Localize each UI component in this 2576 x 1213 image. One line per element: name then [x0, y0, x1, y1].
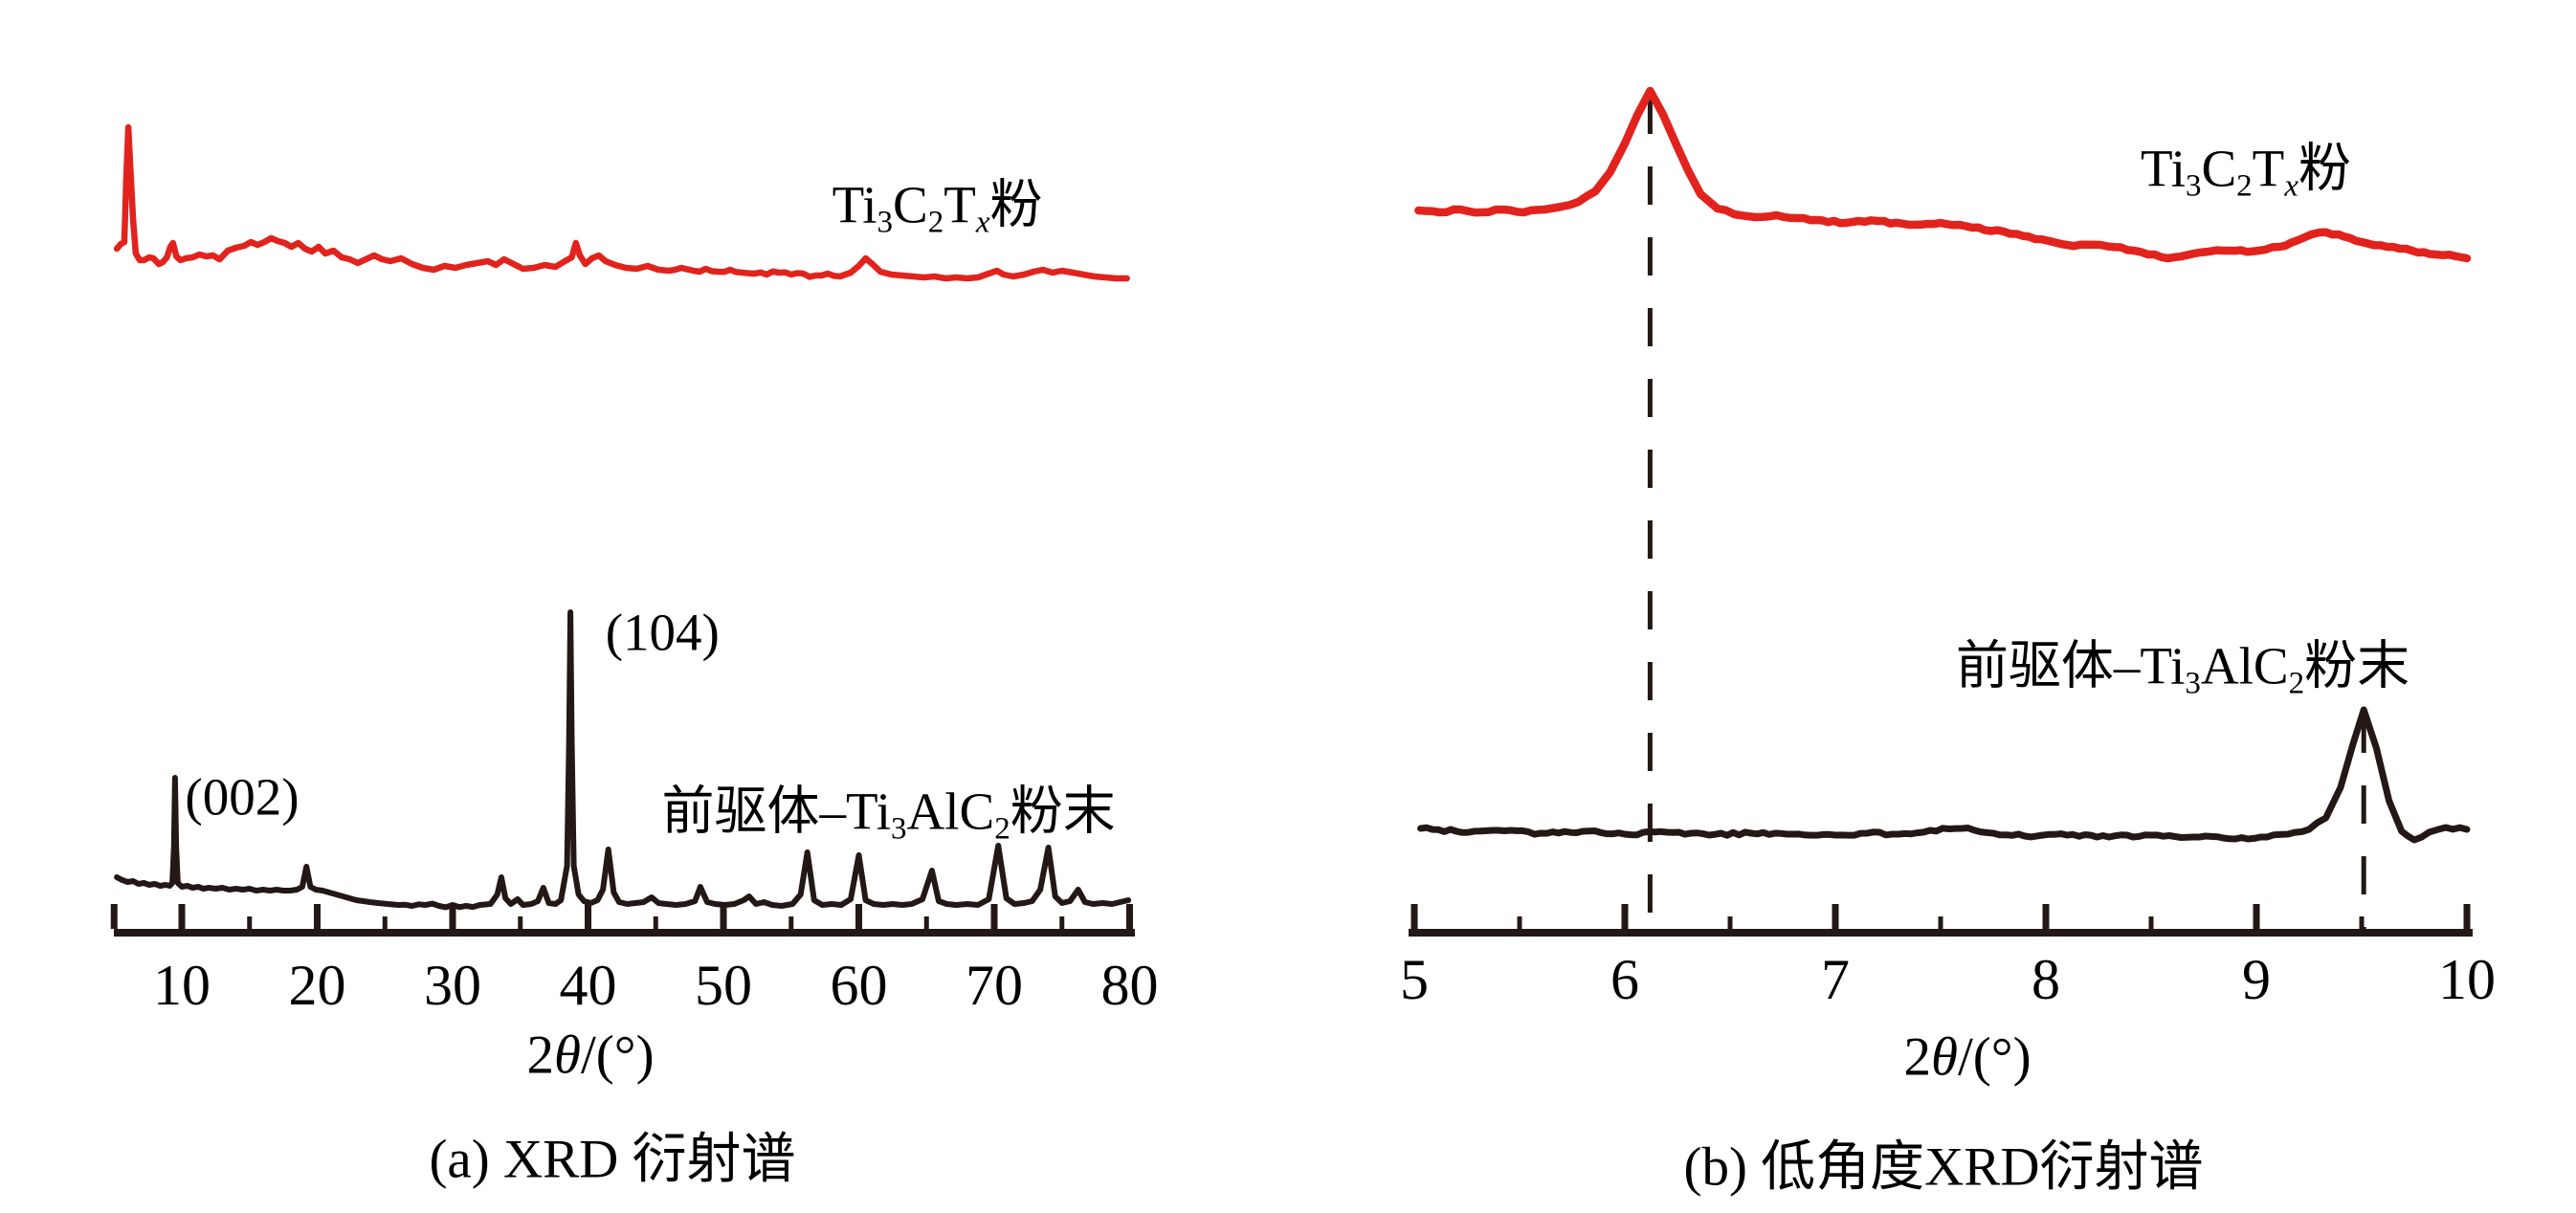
- x-tick-label-a-50: 50: [695, 954, 752, 1017]
- panel-a-caption: (a) XRD 衍射谱: [429, 1129, 796, 1190]
- panel-a-red-series-label: Ti3C2Tx粉: [832, 175, 1043, 240]
- x-tick-label-a-70: 70: [966, 954, 1023, 1017]
- x-tick-label-b-6: 6: [1610, 948, 1639, 1011]
- curve-b-red: [1414, 86, 2472, 263]
- panel-a-black-series-label: 前驱体–Ti3AlC2粉末: [661, 782, 1116, 847]
- curve-b-black: [1417, 706, 2471, 844]
- peak-annotation-002: (002): [185, 767, 300, 827]
- panel-b-black-series-label: 前驱体–Ti3AlC2粉末: [1955, 636, 2410, 701]
- panel-b-red-series-label: Ti3C2Tx粉: [2141, 139, 2351, 204]
- x-tick-label-a-30: 30: [424, 954, 481, 1017]
- x-tick-label-a-60: 60: [830, 954, 888, 1017]
- panel-b-caption: (b) 低角度XRD衍射谱: [1683, 1136, 2204, 1198]
- peak-annotation-104: (104): [605, 603, 720, 662]
- x-tick-label-b-7: 7: [1821, 948, 1850, 1011]
- x-tick-label-a-40: 40: [559, 954, 617, 1017]
- x-tick-label-a-10: 10: [153, 954, 211, 1017]
- x-tick-label-b-5: 5: [1400, 948, 1429, 1011]
- panel-a-xaxis-label: 2θ/(°): [526, 1025, 655, 1086]
- x-tick-label-a-20: 20: [288, 954, 346, 1017]
- x-tick-label-a-80: 80: [1100, 954, 1159, 1017]
- panel-b-xaxis-label: 2θ/(°): [1903, 1026, 2032, 1088]
- curve-a-red: [113, 123, 1130, 282]
- x-tick-label-b-10: 10: [2438, 948, 2496, 1011]
- x-tick-label-b-8: 8: [2032, 948, 2060, 1011]
- curve-a-black: [114, 609, 1132, 911]
- x-tick-label-b-9: 9: [2242, 948, 2271, 1011]
